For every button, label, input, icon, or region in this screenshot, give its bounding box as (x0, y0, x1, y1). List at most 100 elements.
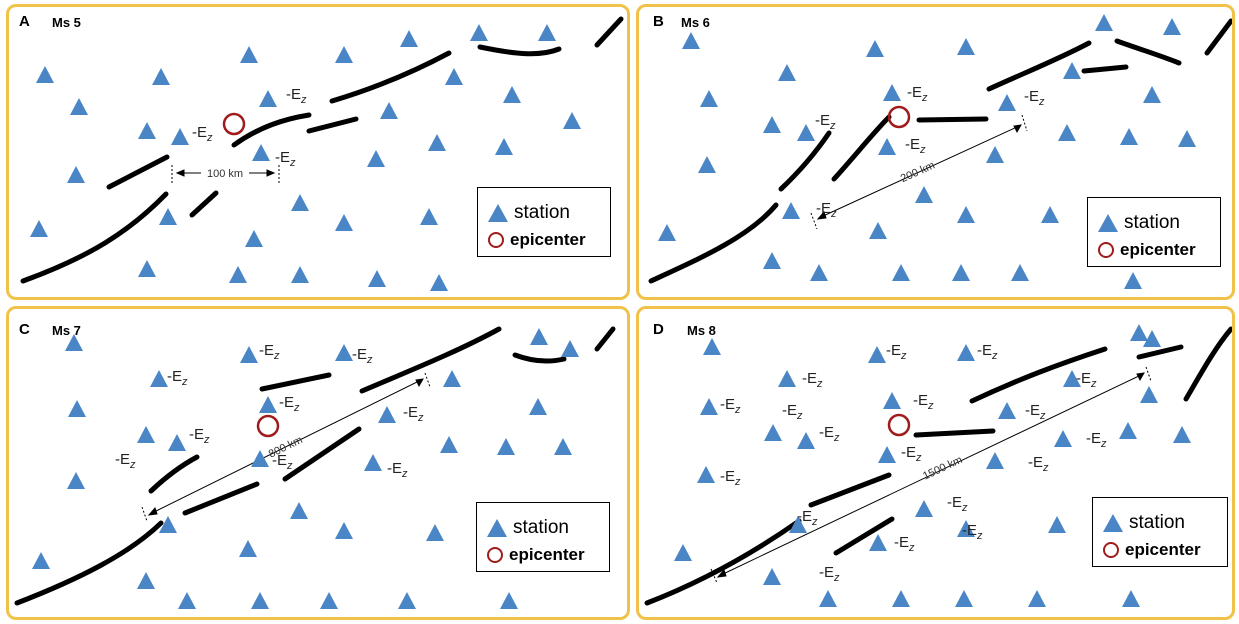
station-marker (335, 522, 353, 539)
ez-label: -Ez (802, 370, 823, 390)
ez-label: -Ez (352, 346, 373, 366)
ez-label: -Ez (192, 124, 213, 144)
station-marker (782, 202, 800, 219)
ez-label: -Ez (1024, 88, 1045, 108)
station-marker (868, 346, 886, 363)
station-marker (957, 520, 975, 537)
panel-a-magnitude: Ms 5 (52, 15, 81, 30)
stations (674, 324, 1191, 607)
station-marker (1140, 386, 1158, 403)
station-marker (137, 572, 155, 589)
station-marker (430, 274, 448, 291)
ez-label: -Ez (189, 426, 210, 446)
station-marker (1058, 124, 1076, 141)
station-marker (335, 46, 353, 63)
panel-b-letter: B (653, 13, 664, 30)
ez-label: -Ez (259, 342, 280, 362)
station-marker (245, 230, 263, 247)
station-marker (291, 194, 309, 211)
ez-label: -Ez (886, 342, 907, 362)
panel-c-magnitude: Ms 7 (52, 323, 81, 338)
panel-a: 100 km -Ez -Ez -Ez A Ms 5 station epicente… (6, 4, 630, 300)
station-marker (445, 68, 463, 85)
station-marker (426, 524, 444, 541)
station-marker (290, 502, 308, 519)
station-marker (883, 84, 901, 101)
legend-station: station (514, 202, 570, 223)
ez-label: -Ez (720, 396, 741, 416)
station-marker (538, 24, 556, 41)
station-marker (1095, 14, 1113, 31)
station-marker (239, 540, 257, 557)
ez-label: -Ez (275, 149, 296, 169)
station-marker (892, 590, 910, 607)
ez-label: -Ez (797, 508, 818, 528)
panel-c-map: 800 km -Ez -Ez-Ez-Ez -Ez-Ez-Ez-Ez -Ez (14, 326, 616, 609)
station-marker (957, 206, 975, 223)
station-marker (159, 208, 177, 225)
station-marker (955, 590, 973, 607)
panel-a-letter: A (19, 13, 30, 30)
station-marker (819, 590, 837, 607)
station-marker (561, 340, 579, 357)
panel-c-letter: C (19, 321, 30, 338)
station-marker (503, 86, 521, 103)
station-marker (251, 450, 269, 467)
station-marker (915, 186, 933, 203)
station-marker (1130, 324, 1148, 341)
station-marker (1063, 62, 1081, 79)
ez-label: -Ez (907, 84, 928, 104)
station-marker (529, 398, 547, 415)
distance-label: 200 km (899, 159, 937, 185)
panel-b-map: 200 km -Ez -Ez -Ez -Ez -Ez (648, 14, 1232, 289)
station-marker (420, 208, 438, 225)
ez-label: -Ez (1025, 402, 1046, 422)
station-marker (259, 90, 277, 107)
station-marker (440, 436, 458, 453)
ez-label: -Ez (947, 494, 968, 514)
station-marker (229, 266, 247, 283)
station-marker (763, 116, 781, 133)
station-marker (443, 370, 461, 387)
epicenter-marker (887, 105, 911, 129)
fault-lines (648, 18, 1232, 284)
station-marker (554, 438, 572, 455)
legend-epicenter: epicenter (1120, 240, 1196, 259)
legend-epicenter: epicenter (1125, 540, 1201, 559)
station-marker (1163, 18, 1181, 35)
station-marker (30, 220, 48, 237)
station-marker (1122, 590, 1140, 607)
epicenter-icon (1098, 242, 1114, 258)
station-marker (700, 90, 718, 107)
station-marker (168, 434, 186, 451)
station-icon (488, 204, 508, 222)
legend-station: station (1124, 212, 1180, 233)
station-marker (797, 124, 815, 141)
station-marker (883, 392, 901, 409)
ez-label: -Ez (782, 402, 803, 422)
station-marker (400, 30, 418, 47)
station-marker (778, 370, 796, 387)
station-marker (367, 150, 385, 167)
epicenter-icon (488, 232, 504, 248)
ez-label: -Ez (819, 424, 840, 444)
station-marker (1063, 370, 1081, 387)
station-marker (178, 592, 196, 609)
ez-label: -Ez (286, 86, 307, 106)
station-marker (810, 264, 828, 281)
epicenter-marker (256, 414, 280, 438)
station-marker (470, 24, 488, 41)
ez-label: -Ez (913, 392, 934, 412)
panel-d-map: 1500 km -Ez -Ez -Ez -Ez -Ez -Ez -Ez -Ez -Ez -Ez -E… (644, 324, 1232, 607)
epicenter-icon (1103, 542, 1119, 558)
ez-label: -Ez (720, 468, 741, 488)
ez-label: -Ez (901, 444, 922, 464)
stations (32, 328, 579, 609)
legend: station epicenter (1092, 497, 1228, 567)
station-marker (251, 592, 269, 609)
station-marker (998, 402, 1016, 419)
legend-epicenter: epicenter (509, 545, 585, 564)
ez-label: -Ez (403, 404, 424, 424)
ez-label: -Ez (279, 394, 300, 414)
station-marker (866, 40, 884, 57)
